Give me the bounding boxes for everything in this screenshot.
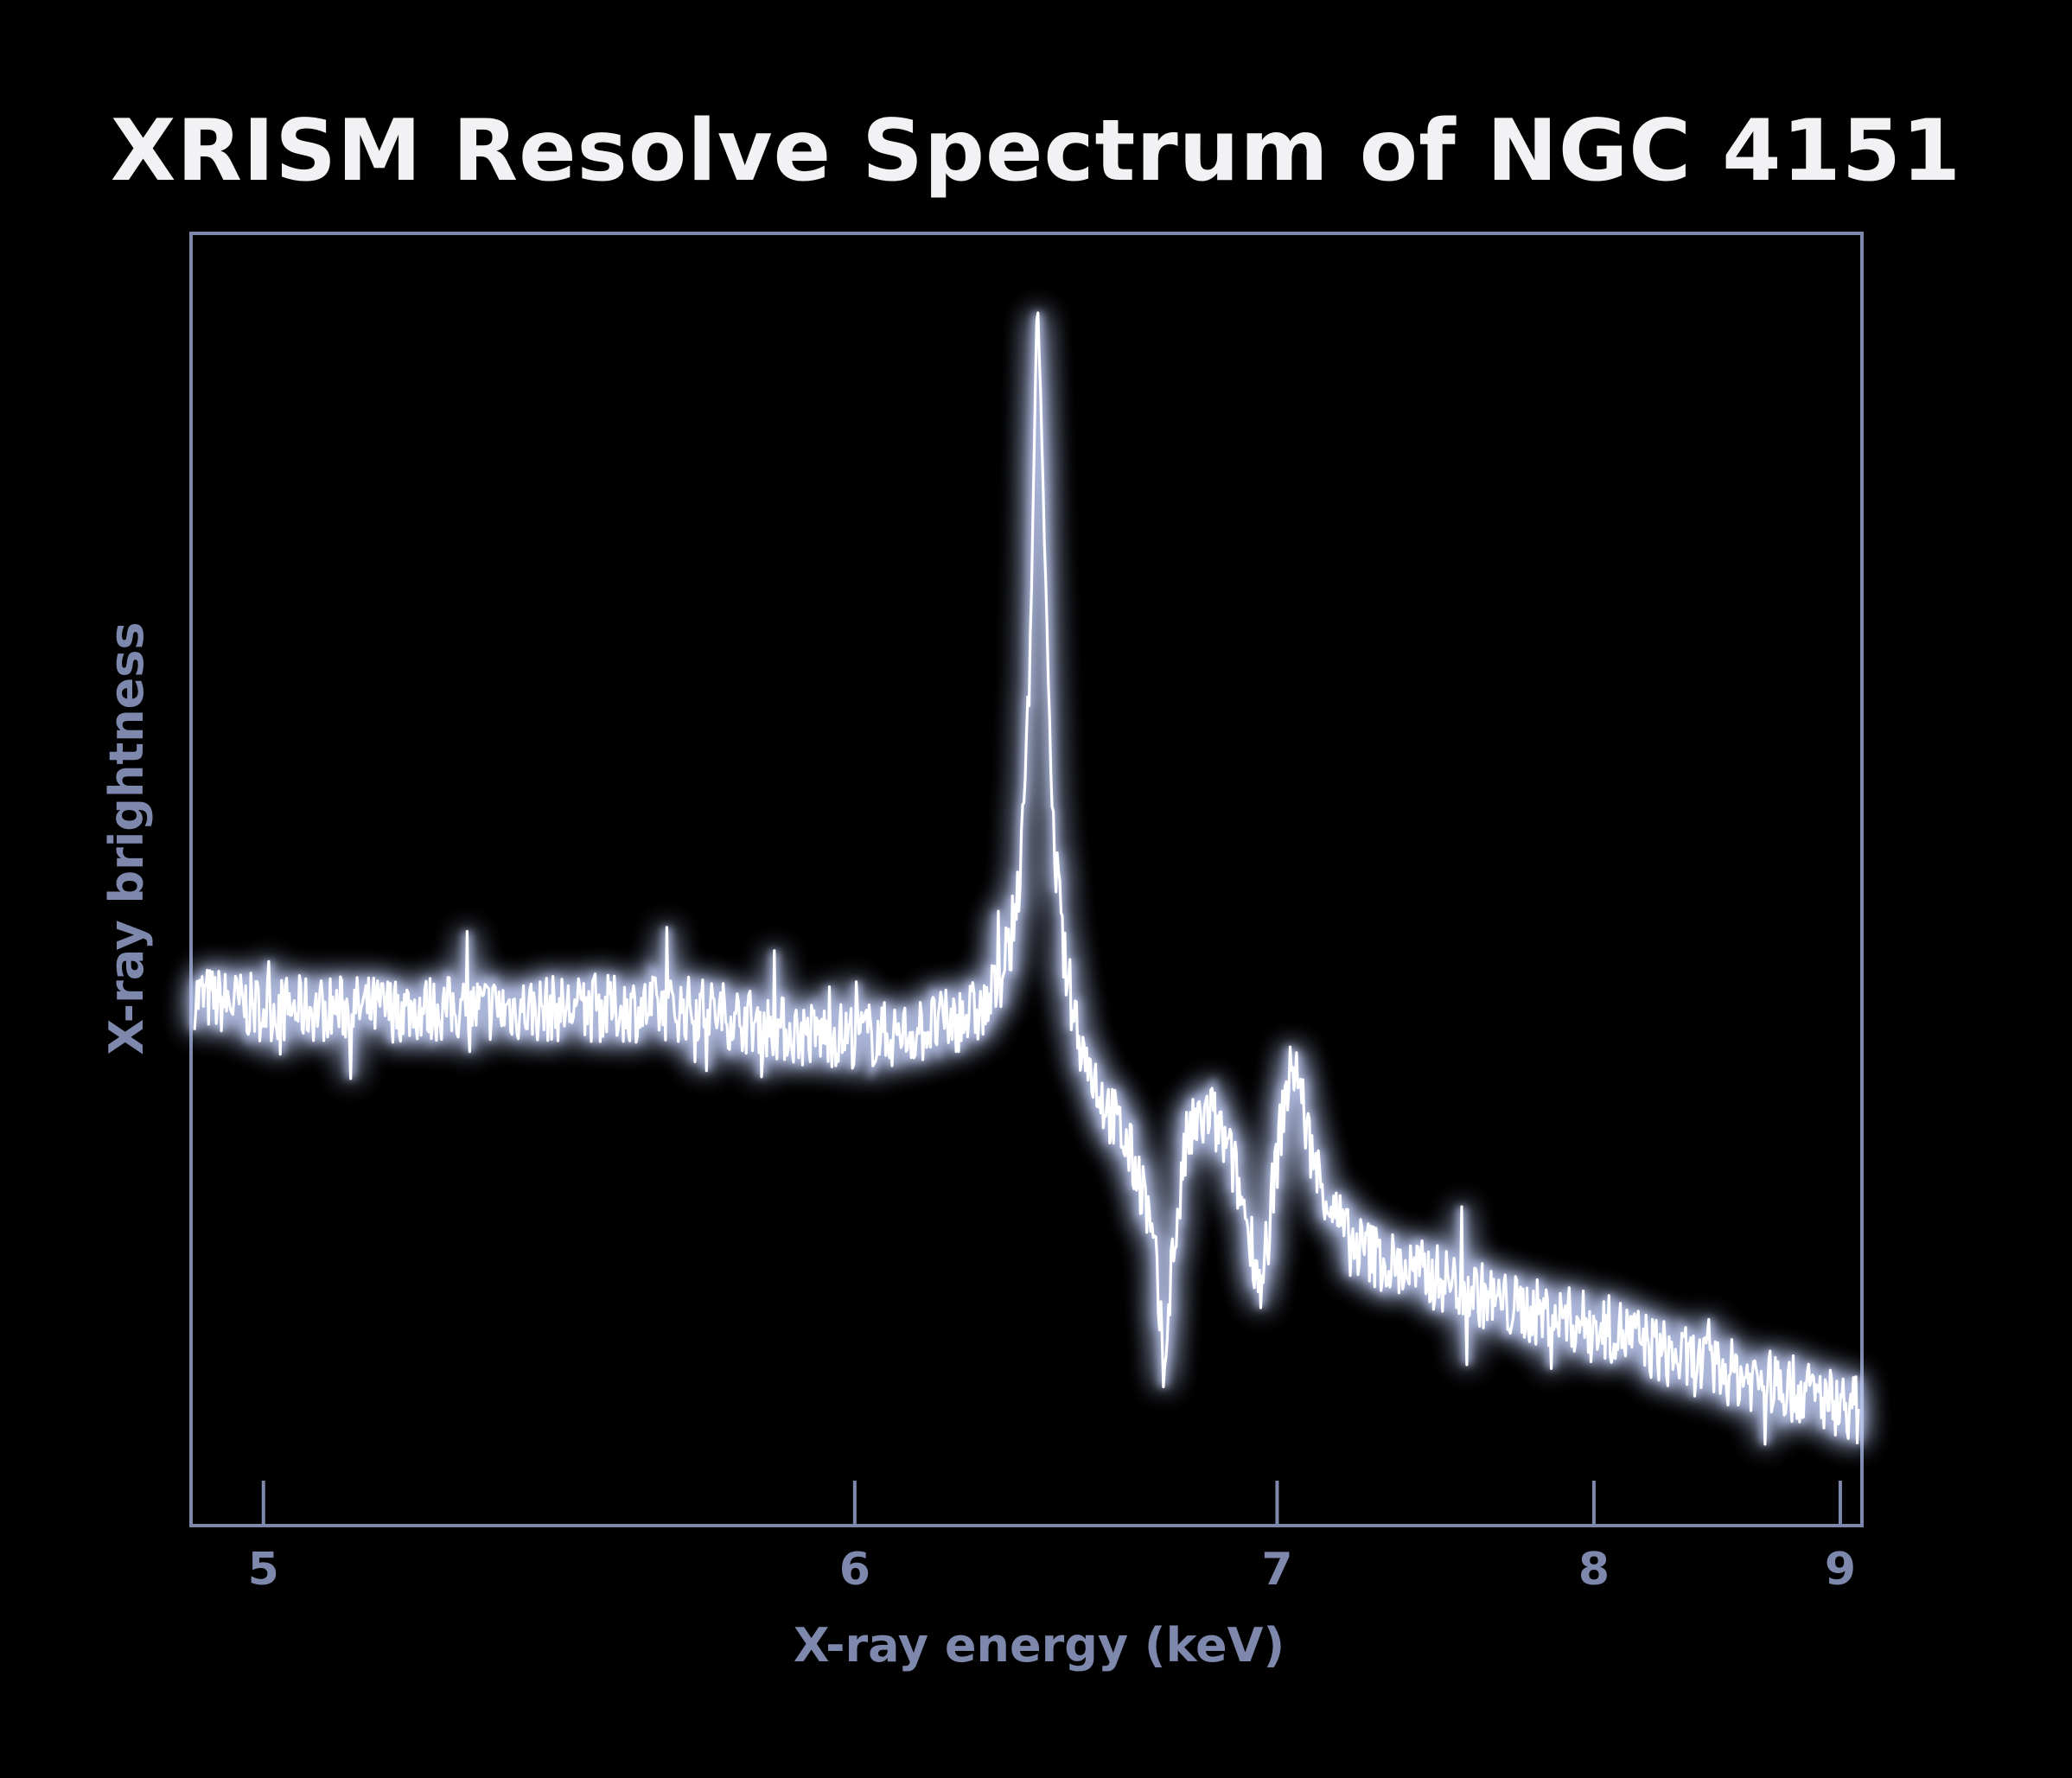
x-tick-label: 6: [839, 1544, 870, 1596]
plot-frame: [189, 232, 1864, 1527]
x-tick-label: 7: [1261, 1544, 1292, 1596]
y-axis-label: X-ray brightness: [99, 621, 154, 1055]
x-tick-label: 8: [1578, 1544, 1610, 1596]
spectrum-line: [193, 311, 1860, 1446]
x-tick-label: 9: [1825, 1544, 1856, 1596]
x-tick-label: 5: [248, 1544, 279, 1596]
x-axis-label: X-ray energy (keV): [794, 1618, 1285, 1673]
chart-title: XRISM Resolve Spectrum of NGC 4151: [110, 102, 1962, 201]
spectrum-line-glow: [190, 312, 1863, 1444]
